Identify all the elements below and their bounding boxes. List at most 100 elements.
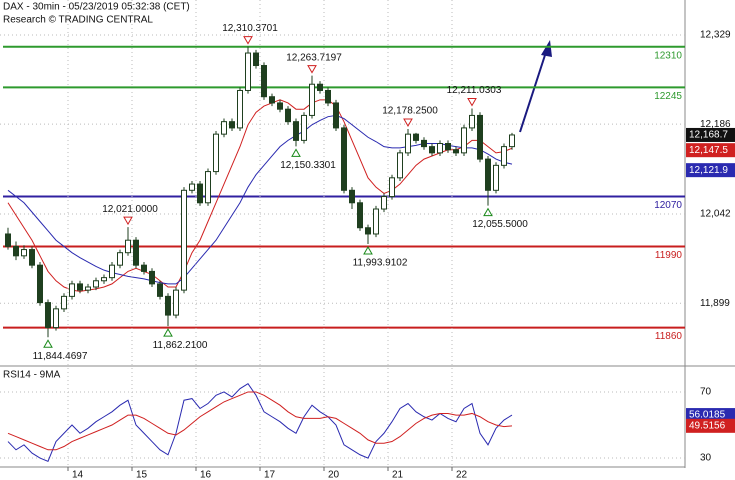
candle-body [69, 283, 75, 297]
candle-body [293, 121, 299, 141]
candle-body [421, 139, 427, 148]
candle-body [181, 189, 187, 291]
candle-body [101, 277, 107, 282]
high-marker [467, 98, 477, 107]
candle-body [77, 283, 83, 291]
level-label: 12070 [654, 200, 682, 211]
ma-tag: 12,147.5 [689, 145, 728, 156]
candle-body [445, 143, 451, 151]
rsi-line [7, 383, 513, 463]
level-label: 12310 [654, 50, 682, 61]
high-label: 12,178.2500 [382, 106, 438, 117]
candle-body [365, 227, 371, 235]
candle-body [5, 233, 11, 247]
high-marker [123, 216, 133, 226]
rsi-tag: 56.0185 [689, 410, 726, 421]
candle-body [149, 270, 155, 285]
rsi-tag: 49.5156 [689, 420, 726, 431]
candle-body [477, 114, 483, 160]
low-marker [163, 328, 173, 337]
low-label: 11,862.2100 [153, 340, 208, 351]
candle-body [189, 183, 195, 191]
forecast-arrow [519, 40, 552, 133]
ma-tag-bg [686, 163, 735, 178]
candle-body [253, 52, 259, 67]
candle-body [125, 239, 131, 254]
y-tick-label: 30 [700, 453, 712, 464]
candle-body [173, 289, 179, 316]
last-price-tag: 12,168.7 [689, 130, 728, 141]
candle-body [197, 183, 203, 204]
y-tick-label: 12,186 [700, 119, 731, 130]
level-label: 11990 [655, 250, 683, 261]
candle-body [85, 286, 91, 291]
last-price-tag-bg [686, 127, 735, 142]
candle-body [21, 249, 27, 257]
y-tick-label: 12,329 [700, 30, 731, 41]
candle-body [285, 108, 291, 123]
candle-body [45, 302, 51, 329]
rsi-tag-bg [686, 418, 735, 433]
candle-body [509, 134, 515, 148]
candle-body [269, 96, 275, 104]
candle-body [357, 202, 363, 229]
x-tick-label: 21 [392, 470, 404, 480]
rsi-line [7, 391, 513, 451]
candle-body [157, 283, 163, 297]
high-marker [403, 118, 413, 128]
low-label: 11,993.9102 [353, 258, 408, 269]
candle-body [453, 149, 459, 154]
low-label: 11,844.4697 [33, 351, 88, 362]
candle-body [309, 83, 315, 116]
low-marker [43, 339, 53, 348]
candle-body [237, 89, 243, 129]
candle-body [349, 189, 355, 204]
candle-body [405, 133, 411, 154]
low-label: 12,150.3301 [280, 160, 336, 171]
high-label: 12,310.3701 [222, 23, 278, 34]
arrow-shaft [519, 51, 547, 133]
x-tick-label: 20 [328, 470, 340, 480]
candle-body [317, 83, 323, 91]
moving-average [7, 114, 513, 285]
rsi-title: RSI14 - 9MA [3, 370, 61, 381]
candle-body [413, 133, 419, 141]
high-label: 12,211.0303 [447, 85, 502, 96]
x-tick-label: 22 [456, 470, 468, 480]
candle-body [133, 239, 139, 266]
candle-body [213, 133, 219, 173]
ma-tag-bg [686, 143, 735, 158]
level-label: 11860 [655, 331, 683, 342]
candle-body [485, 158, 491, 191]
candle-body [389, 177, 395, 198]
chart-title: DAX - 30min - 05/23/2019 05:32:38 (CET) [3, 2, 190, 13]
candle-body [53, 308, 59, 329]
candle-body [261, 65, 267, 98]
candle-body [397, 152, 403, 179]
candle-body [205, 171, 211, 204]
candle-body [221, 121, 227, 135]
candle-body [245, 52, 251, 91]
candle-body [229, 121, 235, 129]
candle-body [141, 264, 147, 272]
candle-body [277, 102, 283, 110]
low-marker [363, 246, 373, 255]
low-label: 12,055.5000 [472, 219, 528, 230]
high-label: 12,021.0000 [102, 204, 158, 215]
y-tick-label: 11,899 [700, 298, 730, 309]
high-marker [307, 65, 317, 74]
x-tick-label: 15 [136, 470, 148, 480]
candle-body [61, 295, 67, 310]
candle-body [325, 89, 331, 104]
ma-tag: 12,121.9 [689, 165, 728, 176]
rsi-tag-bg [686, 408, 735, 423]
candle-body [461, 127, 467, 154]
candle-body [93, 280, 99, 288]
candle-body [373, 208, 379, 235]
x-tick-label: 17 [264, 470, 276, 480]
candle-body [437, 143, 443, 154]
high-label: 12,263.7197 [286, 52, 342, 63]
low-marker [291, 148, 301, 157]
candle-body [333, 102, 339, 129]
